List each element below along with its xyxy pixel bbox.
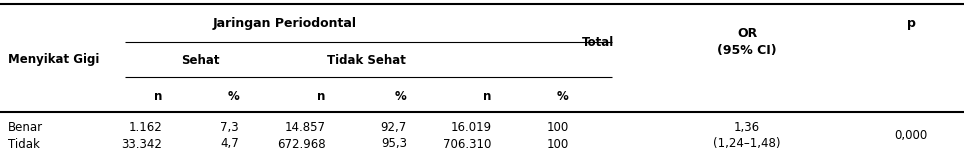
Text: n: n — [153, 90, 162, 102]
Text: 95,3: 95,3 — [381, 138, 407, 150]
Text: 14.857: 14.857 — [284, 121, 326, 134]
Text: (1,24–1,48): (1,24–1,48) — [713, 138, 781, 150]
Text: 1.162: 1.162 — [128, 121, 162, 134]
Text: Tidak: Tidak — [8, 138, 40, 150]
Text: Benar: Benar — [8, 121, 42, 134]
Text: 33.342: 33.342 — [121, 138, 162, 150]
Text: OR
(95% CI): OR (95% CI) — [717, 27, 777, 57]
Text: n: n — [317, 90, 326, 102]
Text: Menyikat Gigi: Menyikat Gigi — [8, 54, 99, 66]
Text: Total: Total — [581, 36, 614, 48]
Text: 100: 100 — [547, 121, 569, 134]
Text: Tidak Sehat: Tidak Sehat — [327, 54, 406, 66]
Text: 0,000: 0,000 — [895, 129, 927, 142]
Text: %: % — [228, 90, 239, 102]
Text: 672.968: 672.968 — [278, 138, 326, 150]
Text: 100: 100 — [547, 138, 569, 150]
Text: 706.310: 706.310 — [443, 138, 492, 150]
Text: Jaringan Periodontal: Jaringan Periodontal — [212, 18, 357, 30]
Text: p: p — [906, 18, 916, 30]
Text: 7,3: 7,3 — [221, 121, 239, 134]
Text: Sehat: Sehat — [181, 54, 220, 66]
Text: 4,7: 4,7 — [221, 138, 239, 150]
Text: %: % — [557, 90, 569, 102]
Text: 16.019: 16.019 — [450, 121, 492, 134]
Text: %: % — [395, 90, 407, 102]
Text: n: n — [483, 90, 492, 102]
Text: 1,36: 1,36 — [734, 121, 761, 134]
Text: 92,7: 92,7 — [381, 121, 407, 134]
